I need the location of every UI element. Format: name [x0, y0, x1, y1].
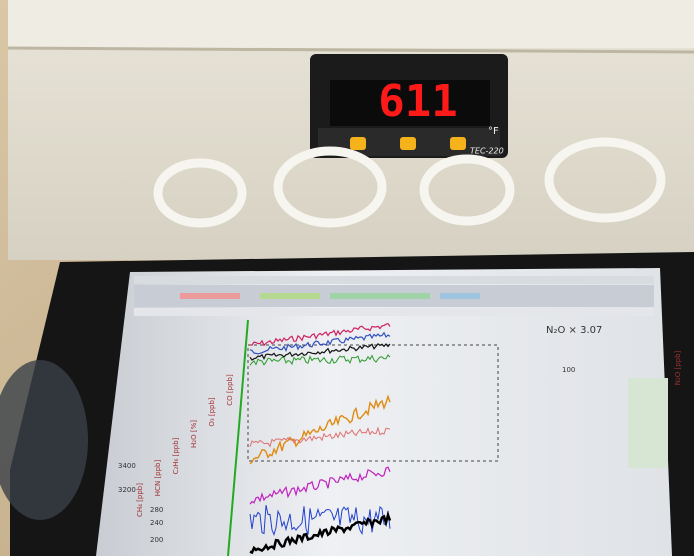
- tick-label: 280: [150, 506, 163, 514]
- side-table: [628, 378, 668, 468]
- axis-label: O₃ [ppb]: [208, 397, 216, 427]
- axis-label: CO [ppb]: [226, 374, 234, 406]
- tick-label: 240: [150, 519, 163, 527]
- toolbar-button[interactable]: [440, 293, 480, 299]
- display-digits: 611: [378, 76, 457, 127]
- axis-label: HCN [ppb]: [154, 460, 162, 497]
- axis-label: N₂O [ppb]: [674, 350, 682, 385]
- toolbar-button[interactable]: [330, 293, 430, 299]
- tick-label: 3400: [118, 462, 136, 470]
- menu-bar: [134, 276, 654, 284]
- tick-label: 200: [150, 536, 163, 544]
- button[interactable]: [350, 137, 366, 150]
- tick-label: 100: [562, 366, 575, 374]
- model-label: TEC-220: [470, 147, 504, 156]
- axis-label: C₂H₆ [ppb]: [172, 437, 180, 474]
- photo-scene: 611 °F TEC-220 N₂O × 3.07 CH₄ [ppb] HCN […: [0, 0, 694, 556]
- page: {"controller": {"display": "611", "unit"…: [0, 0, 694, 556]
- tab-bar: [134, 308, 654, 316]
- toolbar-button[interactable]: [180, 293, 240, 299]
- axis-label: CH₄ [ppb]: [136, 483, 144, 517]
- axis-label: H₂O [%]: [190, 420, 198, 448]
- annotation: N₂O × 3.07: [546, 325, 602, 336]
- button[interactable]: [450, 137, 466, 150]
- unit-label: °F: [488, 126, 499, 137]
- enclosure-lid: [8, 0, 694, 48]
- tick-label: 3200: [118, 486, 136, 494]
- button[interactable]: [400, 137, 416, 150]
- toolbar-button[interactable]: [260, 293, 320, 299]
